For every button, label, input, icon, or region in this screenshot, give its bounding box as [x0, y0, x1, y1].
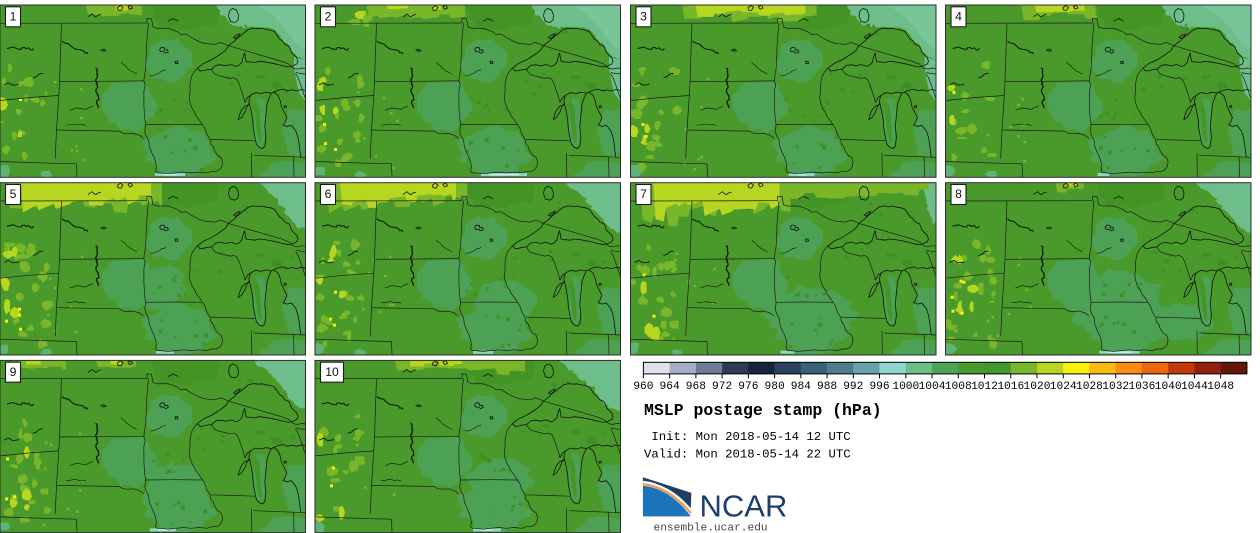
svg-text:4: 4 — [955, 9, 962, 23]
svg-text:1040: 1040 — [1155, 381, 1182, 393]
svg-text:1012: 1012 — [971, 381, 998, 393]
svg-text:6: 6 — [325, 187, 332, 201]
svg-text:976: 976 — [738, 381, 758, 393]
svg-text:968: 968 — [686, 381, 706, 393]
svg-text:7: 7 — [640, 187, 647, 201]
svg-text:1008: 1008 — [945, 381, 972, 393]
svg-text:984: 984 — [791, 381, 811, 393]
svg-text:1: 1 — [10, 9, 17, 23]
svg-text:NCAR: NCAR — [700, 489, 788, 524]
svg-text:1004: 1004 — [919, 381, 946, 393]
svg-text:964: 964 — [660, 381, 680, 393]
svg-text:2: 2 — [325, 9, 332, 23]
svg-text:1036: 1036 — [1129, 381, 1156, 393]
svg-text:3: 3 — [640, 9, 647, 23]
svg-text:1028: 1028 — [1076, 381, 1103, 393]
svg-text:ensemble.ucar.edu: ensemble.ucar.edu — [654, 522, 768, 533]
svg-text:980: 980 — [765, 381, 785, 393]
svg-text:992: 992 — [843, 381, 863, 393]
svg-text:1044: 1044 — [1181, 381, 1208, 393]
svg-text:Valid: Mon 2018-05-14 22 UTC: Valid: Mon 2018-05-14 22 UTC — [644, 448, 851, 462]
svg-text:MSLP postage stamp (hPa): MSLP postage stamp (hPa) — [644, 401, 882, 420]
svg-text:9: 9 — [10, 365, 17, 379]
svg-text:972: 972 — [712, 381, 732, 393]
svg-text:996: 996 — [869, 381, 889, 393]
svg-text:5: 5 — [10, 187, 17, 201]
svg-text:Init: Mon 2018-05-14 12 UTC: Init: Mon 2018-05-14 12 UTC — [644, 430, 851, 444]
svg-text:10: 10 — [325, 365, 339, 379]
svg-text:1016: 1016 — [997, 381, 1024, 393]
svg-text:1024: 1024 — [1050, 381, 1077, 393]
svg-text:8: 8 — [955, 187, 962, 201]
svg-text:960: 960 — [633, 381, 653, 393]
svg-text:1032: 1032 — [1102, 381, 1129, 393]
svg-text:988: 988 — [817, 381, 837, 393]
svg-text:1000: 1000 — [892, 381, 919, 393]
svg-text:1020: 1020 — [1024, 381, 1051, 393]
svg-text:1048: 1048 — [1207, 381, 1234, 393]
